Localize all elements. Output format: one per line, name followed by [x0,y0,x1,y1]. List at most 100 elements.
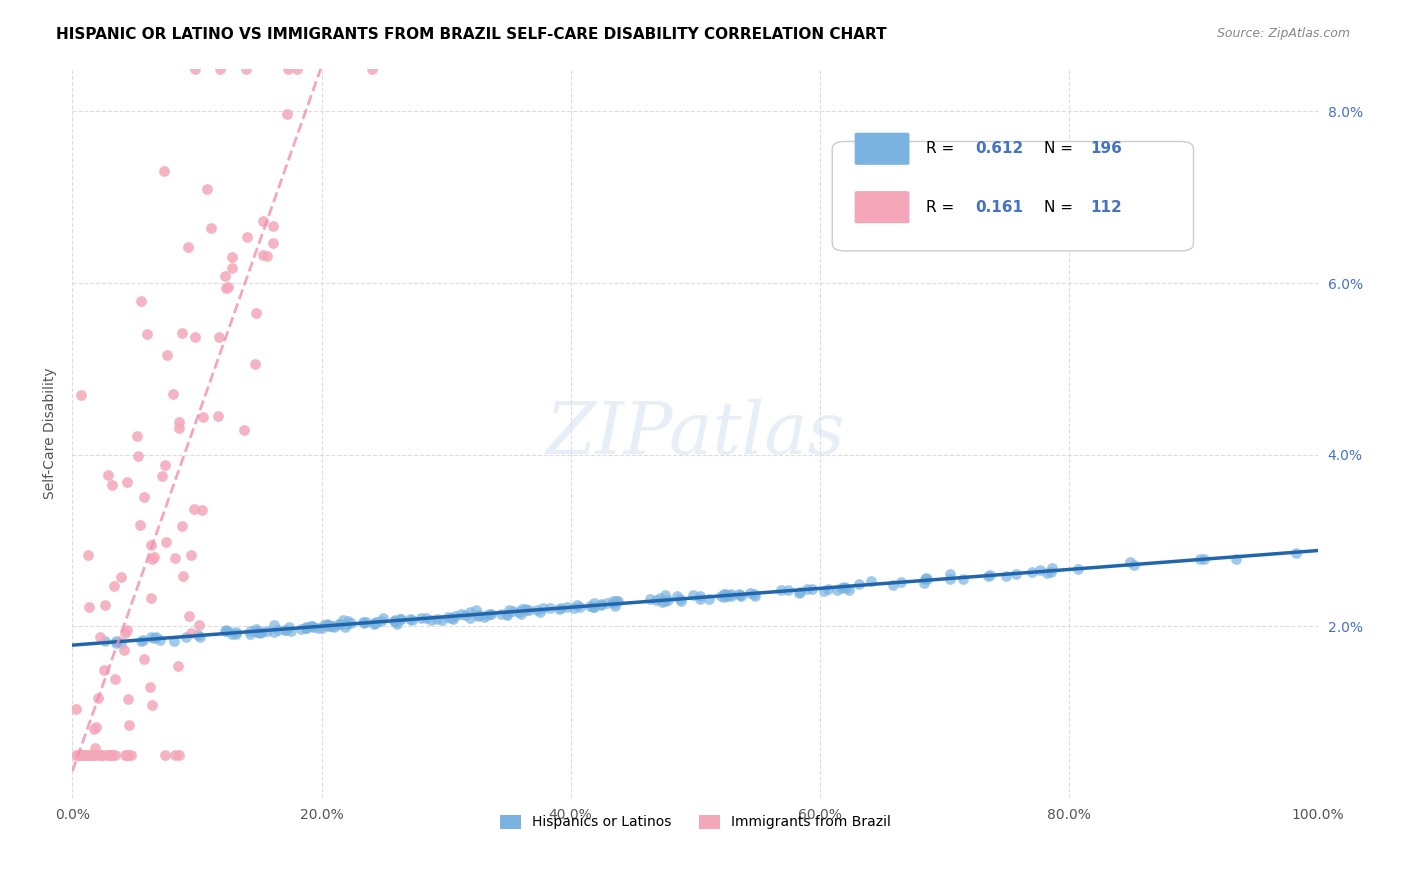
Point [127,450,149,464]
Point [720,587,742,601]
Point [100,748,122,763]
Point [139,680,162,694]
Point [195,182,218,196]
Point [682,589,704,603]
Point [295,621,318,635]
Point [97,748,120,763]
Point [187,628,209,642]
Point [789,584,811,599]
Point [127,429,149,443]
Point [583,599,606,614]
Point [83,722,105,736]
Point [93,663,115,677]
Point [239,624,262,638]
Point [638,592,661,607]
Point [294,620,316,634]
Point [479,607,502,621]
Point [214,269,236,284]
FancyBboxPatch shape [855,133,910,165]
Text: 0.161: 0.161 [976,200,1024,215]
Point [225,626,247,640]
Point [315,617,337,632]
Point [191,410,214,425]
Point [221,627,243,641]
Point [716,588,738,602]
Point [450,607,472,621]
Point [72,748,94,763]
Point [115,748,138,763]
Point [90,748,112,763]
Point [848,576,870,591]
Point [1194,552,1216,566]
Point [728,587,751,601]
Point [979,568,1001,582]
Point [155,348,177,362]
Point [190,502,212,516]
Point [697,592,720,607]
Point [583,596,606,610]
Point [515,603,537,617]
Point [1225,551,1247,566]
Point [274,623,297,637]
Point [131,632,153,647]
Point [167,415,190,429]
Point [666,590,689,604]
Point [162,386,184,401]
Point [454,607,477,622]
Point [796,582,818,596]
Point [605,599,627,613]
Point [75,748,97,763]
Point [498,603,520,617]
Point [669,592,692,607]
Point [603,596,626,610]
Point [914,572,936,586]
Point [221,260,243,275]
Point [176,239,198,253]
Point [472,610,495,624]
Point [1021,565,1043,579]
Point [246,625,269,640]
Point [155,748,177,763]
Point [249,625,271,640]
Point [644,592,666,607]
Point [489,607,512,621]
Point [145,630,167,644]
Text: N =: N = [1045,141,1078,156]
Point [285,62,308,76]
Point [84,748,107,763]
Point [589,598,612,612]
Point [94,599,117,613]
Point [87,748,110,763]
Point [152,164,174,178]
Point [70,388,93,402]
Point [280,624,302,638]
Point [467,608,489,623]
Point [139,591,162,606]
Point [153,458,176,473]
Point [77,600,100,615]
Point [335,616,357,631]
Point [890,574,912,589]
Point [441,612,464,626]
Point [170,519,193,533]
Point [180,548,202,562]
Point [97,467,120,482]
Point [415,611,437,625]
Point [526,602,548,616]
Point [800,582,823,597]
Point [915,571,938,585]
Legend: Hispanics or Latinos, Immigrants from Brazil: Hispanics or Latinos, Immigrants from Br… [494,809,896,835]
Point [152,468,174,483]
Point [1284,545,1306,559]
Point [267,623,290,637]
Point [509,607,531,621]
Point [838,583,860,598]
Point [163,551,186,566]
Point [531,600,554,615]
Point [217,624,239,639]
Point [464,603,486,617]
Point [188,630,211,644]
Point [384,615,406,629]
Point [225,624,247,639]
Text: ZIPatlas: ZIPatlas [546,398,845,468]
